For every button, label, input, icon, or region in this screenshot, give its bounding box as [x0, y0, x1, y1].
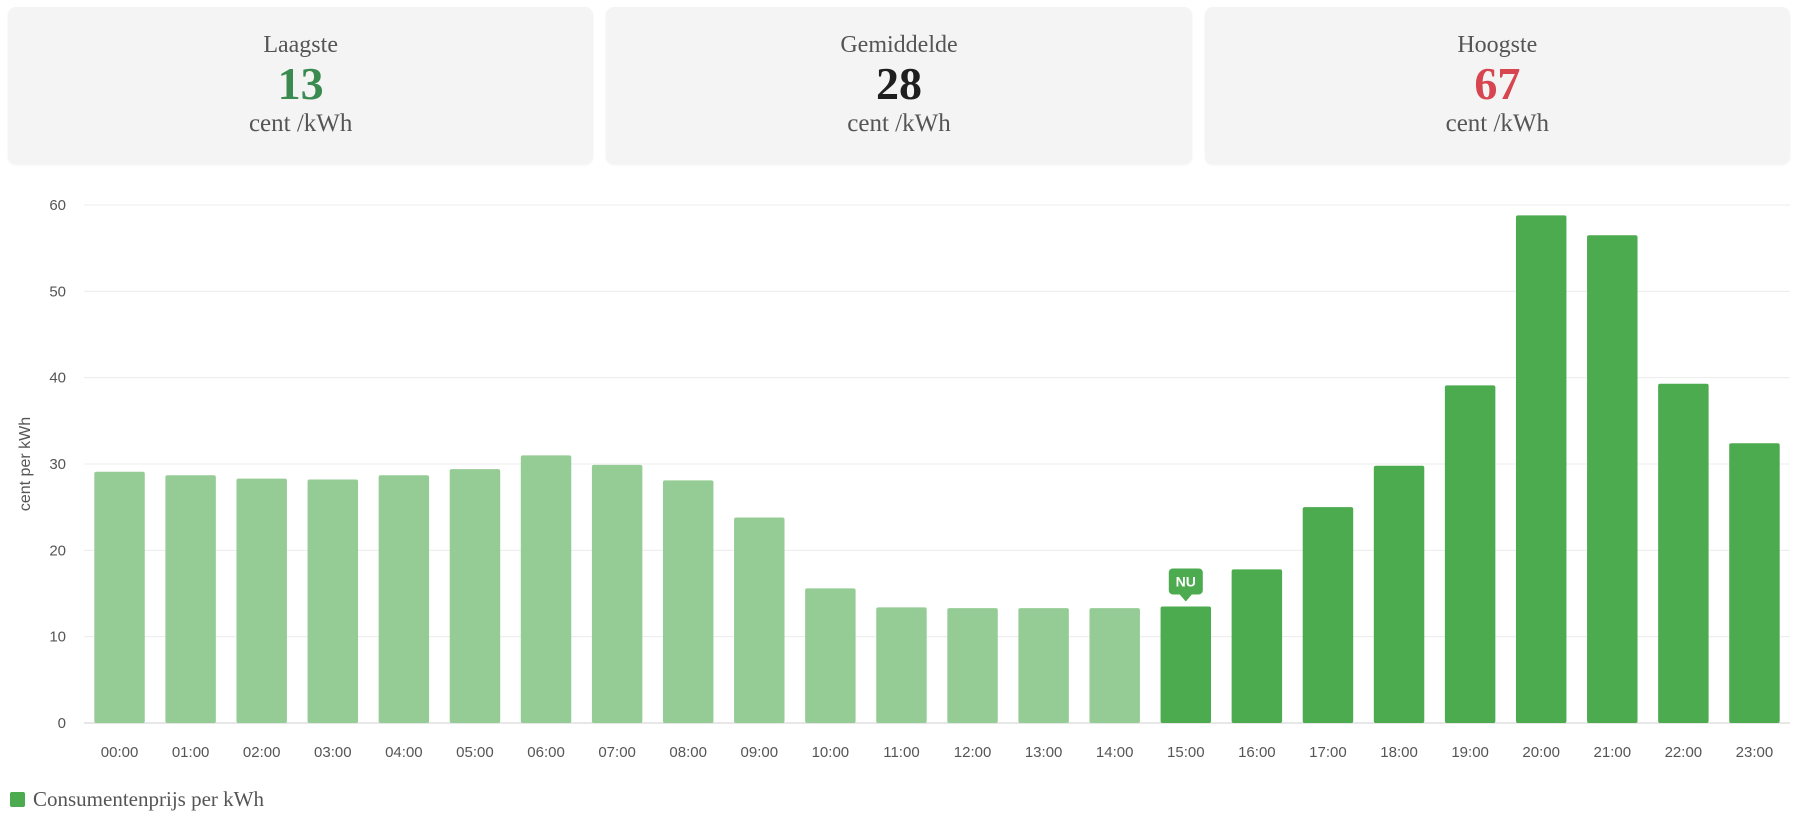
- x-tick-label: 20:00: [1522, 744, 1560, 761]
- price-summary: Laagste 13 cent /kWh Gemiddelde 28 cent …: [8, 7, 1790, 164]
- x-tick-label: 03:00: [314, 744, 352, 761]
- x-tick-label: 07:00: [598, 744, 636, 761]
- x-tick-label: 23:00: [1736, 744, 1774, 761]
- lowest-price-card: Laagste 13 cent /kWh: [8, 7, 594, 164]
- bar-0700[interactable]: [591, 464, 643, 723]
- y-tick-label: 10: [49, 629, 66, 646]
- current-hour-marker: NU: [1168, 568, 1203, 602]
- x-tick-label: 22:00: [1665, 744, 1703, 761]
- bar-0000[interactable]: [94, 471, 145, 723]
- x-tick-label: 12:00: [954, 744, 992, 761]
- legend[interactable]: Consumentenprijs per kWh: [10, 787, 264, 811]
- y-axis: 0 10 20 30 40 50 60: [49, 197, 66, 732]
- y-tick-label: 0: [58, 715, 66, 732]
- x-tick-label: 10:00: [812, 744, 850, 761]
- x-tick-label: 13:00: [1025, 744, 1063, 761]
- bar-1000[interactable]: [805, 588, 856, 723]
- y-tick-label: 60: [49, 197, 66, 214]
- bar-1600[interactable]: [1231, 569, 1283, 723]
- y-tick-label: 20: [49, 542, 66, 559]
- x-tick-label: 08:00: [669, 744, 707, 761]
- x-tick-label: 19:00: [1451, 744, 1489, 761]
- bar-0900[interactable]: [734, 517, 785, 723]
- bar-2300[interactable]: [1729, 443, 1780, 723]
- current-hour-pointer-icon: [1179, 594, 1192, 602]
- legend-swatch-icon: [10, 791, 25, 807]
- x-axis: 00:00 01:00 02:00 03:00 04:00 05:00 06:00 07:00…: [101, 744, 1773, 761]
- average-price-label: Gemiddelde: [840, 32, 958, 58]
- x-tick-label: 21:00: [1594, 744, 1632, 761]
- x-tick-label: 16:00: [1238, 744, 1276, 761]
- legend-label: Consumentenprijs per kWh: [33, 786, 264, 811]
- lowest-price-label: Laagste: [263, 32, 338, 58]
- highest-price-label: Hoogste: [1457, 32, 1538, 58]
- average-price-value: 28: [875, 58, 922, 109]
- bar-1300[interactable]: [1018, 608, 1069, 723]
- highest-price-unit: cent /kWh: [1445, 110, 1550, 137]
- y-tick-label: 50: [49, 283, 66, 300]
- grid-lines: [84, 204, 1790, 724]
- x-tick-label: 18:00: [1380, 744, 1418, 761]
- x-tick-label: 09:00: [741, 744, 779, 761]
- x-tick-label: 14:00: [1096, 744, 1134, 761]
- bar-0100[interactable]: [165, 475, 216, 723]
- highest-price-value: 67: [1474, 58, 1521, 109]
- x-tick-label: 02:00: [243, 744, 281, 761]
- current-hour-badge: [1168, 568, 1203, 595]
- x-tick-label: 04:00: [385, 744, 423, 761]
- bar-0800[interactable]: [662, 480, 714, 723]
- bar-0500[interactable]: [449, 469, 501, 723]
- bar-0600[interactable]: [520, 455, 572, 723]
- average-price-unit: cent /kWh: [847, 110, 951, 137]
- x-tick-label: 01:00: [172, 744, 210, 761]
- x-tick-label: 17:00: [1309, 744, 1347, 761]
- bar-2100[interactable]: [1587, 235, 1638, 723]
- lowest-price-value: 13: [277, 58, 324, 109]
- bar-0200[interactable]: [236, 478, 287, 723]
- bar-2200[interactable]: [1658, 383, 1709, 723]
- current-hour-label: NU: [1176, 573, 1196, 589]
- bar-1700[interactable]: [1302, 507, 1354, 723]
- y-tick-label: 40: [49, 370, 66, 387]
- x-tick-label: 05:00: [456, 744, 494, 761]
- x-tick-label: 06:00: [527, 744, 565, 761]
- bar-1400[interactable]: [1089, 608, 1140, 723]
- x-tick-label: 15:00: [1167, 744, 1205, 761]
- bar-1500[interactable]: [1160, 606, 1212, 723]
- bar-1800[interactable]: [1373, 465, 1425, 723]
- bar-0400[interactable]: [378, 475, 430, 723]
- x-tick-label: 11:00: [883, 744, 919, 761]
- highest-price-card: Hoogste 67 cent /kWh: [1204, 7, 1790, 164]
- y-tick-label: 30: [49, 456, 66, 473]
- bar-1200[interactable]: [947, 608, 998, 723]
- lowest-price-unit: cent /kWh: [248, 110, 353, 137]
- y-axis-label: cent per kWh: [17, 417, 34, 511]
- bar-0300[interactable]: [307, 479, 359, 723]
- price-chart: 00:00 01:00 02:00 03:00 04:00 05:00 06:00 07:00…: [0, 180, 1798, 785]
- average-price-card: Gemiddelde 28 cent /kWh: [606, 7, 1192, 164]
- bar-2000[interactable]: [1515, 215, 1567, 724]
- bars: [94, 215, 1780, 724]
- x-tick-label: 00:00: [101, 744, 139, 761]
- bar-1900[interactable]: [1444, 385, 1496, 723]
- price-bar-chart: 00:00 01:00 02:00 03:00 04:00 05:00 06:00 07:00…: [17, 197, 1790, 761]
- bar-1100[interactable]: [876, 607, 927, 723]
